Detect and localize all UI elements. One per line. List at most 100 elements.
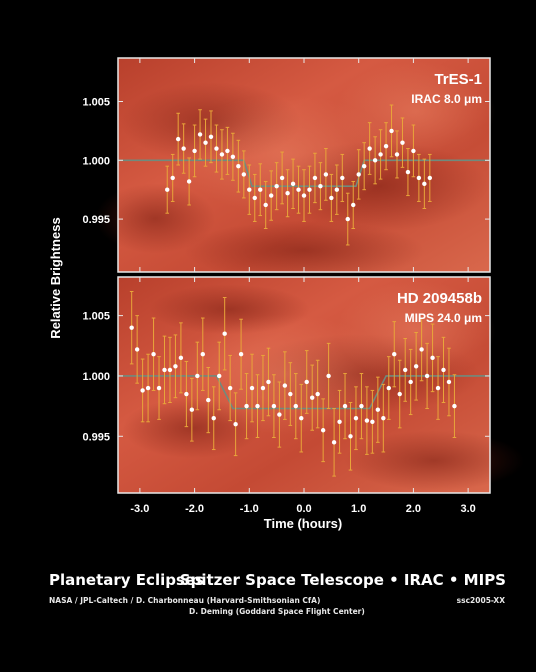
tres1-data-point <box>274 162 279 211</box>
x-tick-label: -3.0 <box>130 503 149 515</box>
data-marker <box>279 175 285 181</box>
hd209458b-data-point <box>189 377 195 442</box>
hd209458b-data-point <box>266 347 271 417</box>
data-marker <box>394 152 400 157</box>
hd209458b-data-point <box>441 336 446 403</box>
data-marker <box>389 128 394 134</box>
data-marker <box>329 195 334 201</box>
tres1-data-point <box>290 158 296 210</box>
data-marker <box>200 352 205 357</box>
tres1-data-point <box>192 124 197 178</box>
hd209458b-data-point <box>277 381 282 448</box>
data-marker <box>383 143 389 149</box>
data-marker <box>342 403 348 409</box>
data-marker <box>356 172 361 177</box>
x-tick-label: -2.0 <box>185 503 204 515</box>
hd209458b-data-point <box>260 354 266 422</box>
tres1-data-point <box>279 151 285 205</box>
data-marker <box>375 407 381 412</box>
data-marker <box>214 146 219 151</box>
hd209458b-data-point <box>129 290 134 365</box>
data-marker <box>225 148 230 154</box>
data-marker <box>181 146 186 151</box>
data-marker <box>238 352 244 357</box>
data-marker <box>315 391 320 397</box>
tres1-data-point <box>203 118 208 167</box>
hd209458b-data-point <box>167 336 173 403</box>
data-marker <box>211 415 216 421</box>
hd209458b-data-point <box>381 383 386 453</box>
hd209458b-data-point <box>392 321 397 388</box>
tres1-data-point <box>263 180 268 229</box>
tres1-data-point <box>285 169 290 218</box>
tres1-data-point <box>268 170 274 221</box>
data-marker <box>351 202 356 208</box>
hd209458b-data-point <box>304 350 309 414</box>
hd209458b-data-point <box>162 335 167 405</box>
data-marker <box>323 172 329 177</box>
data-marker <box>416 175 422 181</box>
tres1-data-point <box>318 162 323 211</box>
data-marker <box>230 154 236 159</box>
data-marker <box>301 193 307 198</box>
data-marker <box>427 175 433 181</box>
tres1-data-point <box>175 112 181 166</box>
data-marker <box>310 395 315 400</box>
data-marker <box>452 403 457 409</box>
data-marker <box>277 412 282 417</box>
hd209458b-panel: 1.005 1.000 0.995 HD 209458b MIPS 24.0 μm <box>82 276 525 494</box>
tres1-data-point <box>170 153 175 202</box>
data-marker <box>318 183 323 189</box>
data-marker <box>331 440 337 445</box>
tres1-data-point <box>405 148 411 197</box>
x-axis-label: Time (hours) <box>264 516 343 531</box>
data-marker <box>140 388 145 393</box>
data-marker <box>195 373 200 379</box>
hd209458b-data-point <box>446 347 452 417</box>
y-tick-label: 1.005 <box>82 311 110 323</box>
tres1-title: TrES-1 <box>434 71 482 88</box>
data-marker <box>397 391 402 397</box>
data-marker <box>222 331 227 336</box>
hd209458b-data-point <box>419 317 424 382</box>
tres1-data-point <box>345 192 350 246</box>
data-marker <box>378 152 383 157</box>
hd209458b-title: HD 209458b <box>397 290 482 307</box>
hd209458b-data-point <box>282 351 288 420</box>
tres1-data-point <box>383 122 389 171</box>
tres1-data-point <box>225 126 230 175</box>
hd209458b-data-point <box>430 323 435 393</box>
hd209458b-data-point <box>424 342 430 410</box>
hd209458b-data-point <box>320 398 326 463</box>
data-marker <box>364 418 370 423</box>
data-marker <box>353 415 359 421</box>
hd209458b-data-point <box>227 354 233 422</box>
x-tick-label: -1.0 <box>240 503 259 515</box>
hd209458b-data-point <box>249 353 255 423</box>
data-marker <box>156 385 162 391</box>
tres1-data-point <box>219 129 225 180</box>
hd209458b-data-point <box>178 322 184 394</box>
data-marker <box>411 148 416 154</box>
data-marker <box>348 434 353 439</box>
tres1-data-point <box>230 132 236 181</box>
data-marker <box>304 379 309 385</box>
data-marker <box>178 355 184 361</box>
hd209458b-data-point <box>140 358 145 423</box>
data-marker <box>129 325 134 330</box>
hd209458b-data-point <box>326 342 331 410</box>
data-marker <box>408 379 413 385</box>
y-tick-label: 0.995 <box>82 431 110 443</box>
hd209458b-data-point <box>310 364 315 431</box>
data-marker <box>258 187 263 192</box>
tres1-data-point <box>197 109 203 160</box>
y-tick-label: 0.995 <box>82 214 110 226</box>
data-marker <box>430 355 435 361</box>
tres1-data-point <box>394 130 400 179</box>
tres1-data-point <box>340 153 345 202</box>
hd209458b-data-point <box>271 374 277 438</box>
data-marker <box>170 175 175 181</box>
data-marker <box>247 187 252 192</box>
data-marker <box>219 152 225 157</box>
